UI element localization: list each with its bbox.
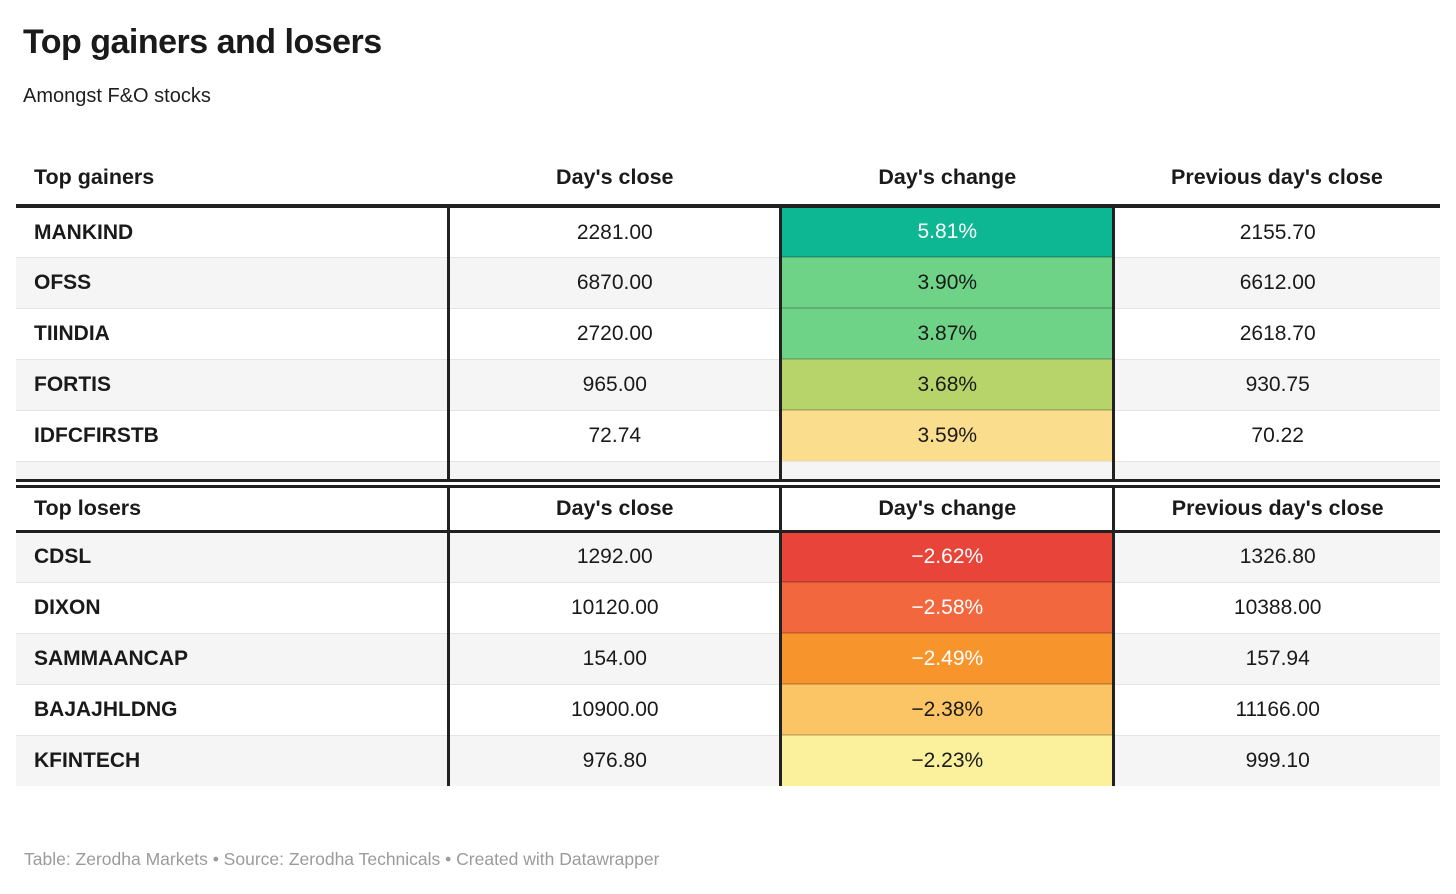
days-change-column-header: Day's change [779,484,1116,533]
days-change-cell: −2.49% [779,632,1116,685]
days-close-column-header: Day's close [447,484,781,533]
days-close-cell: 10900.00 [447,683,781,736]
attribution-text: Table: Zerodha Markets • Source: Zerodha… [24,849,660,869]
days-change-cell: 3.59% [779,409,1116,462]
prev-close-cell: 11166.00 [1113,683,1440,736]
tables-wrap: Top gainers Day's close Day's change Previo… [16,150,1440,787]
spacer-cell [779,460,1116,481]
table-row: KFINTECH 976.80 −2.23% 999.10 [16,734,1440,787]
days-close-cell: 1292.00 [447,531,781,583]
stock-name-cell: SAMMAANCAP [16,632,449,685]
days-close-cell: 2720.00 [447,307,781,360]
days-close-cell: 976.80 [447,734,781,787]
prev-close-cell: 6612.00 [1113,256,1440,309]
losers-body: CDSL 1292.00 −2.62% 1326.80 DIXON 10120.00 −2.… [16,531,1440,787]
prev-close-cell: 1326.80 [1113,531,1440,583]
stock-name-cell: BAJAJHLDNG [16,683,449,736]
days-close-cell: 154.00 [447,632,781,685]
table-row: SAMMAANCAP 154.00 −2.49% 157.94 [16,632,1440,685]
name-column-header: Top losers [16,484,449,533]
prev-close-cell: 157.94 [1113,632,1440,685]
table-row: FORTIS 965.00 3.68% 930.75 [16,358,1440,411]
days-change-cell: −2.58% [779,581,1116,634]
prev-close-cell: 2618.70 [1113,307,1440,360]
days-change-cell: 3.87% [779,307,1116,360]
days-close-cell: 6870.00 [447,256,781,309]
stock-name-cell: FORTIS [16,358,449,411]
spacer-row [16,460,1440,481]
days-change-cell: 5.81% [779,206,1116,258]
table-row: DIXON 10120.00 −2.58% 10388.00 [16,581,1440,634]
days-change-cell: 3.68% [779,358,1116,411]
days-change-cell: −2.62% [779,531,1116,583]
stock-name-cell: TIINDIA [16,307,449,360]
page-title: Top gainers and losers [23,23,382,61]
prev-close-column-header: Previous day's close [1113,484,1440,533]
stock-name-cell: OFSS [16,256,449,309]
prev-close-cell: 999.10 [1113,734,1440,787]
top-losers-table: Top losers Day's close Day's change Previou… [16,484,1440,787]
losers-header-row: Top losers Day's close Day's change Previou… [16,484,1440,533]
prev-close-cell: 2155.70 [1239,220,1316,244]
days-change-cell: −2.38% [779,683,1116,736]
days-change-cell: 3.90% [779,256,1116,309]
attribution-footer: Table: Zerodha Markets • Source: Zerodha… [24,849,659,870]
prev-close-cell: 10388.00 [1113,581,1440,634]
days-change-cell: −2.23% [779,734,1116,787]
name-column-header: Top gainers [16,150,449,209]
gainers-header-row: Top gainers Day's close Day's change Previo… [16,150,1440,209]
table-row: OFSS 6870.00 3.90% 6612.00 [16,256,1440,309]
prev-close-column-header: Previous day's close [1113,150,1440,209]
table-row: BAJAJHLDNG 10900.00 −2.38% 11166.00 [16,683,1440,736]
table-row: IDFCFIRSTB 72.74 3.59% 70.22 [16,409,1440,462]
stock-name-cell: DIXON [16,581,449,634]
days-close-cell: 72.74 [447,409,781,462]
stock-name-cell: MANKIND [34,220,134,244]
table-row: MANKIND 2281.00 5.81% 2155.70 [16,206,1440,258]
prev-close-cell: 930.75 [1113,358,1440,411]
page-subtitle: Amongst F&O stocks [23,85,211,108]
spacer-cell [16,460,449,481]
days-close-column-header: Day's close [448,150,781,209]
days-close-cell: 10120.00 [447,581,781,634]
spacer-cell [447,460,781,481]
days-close-cell: 965.00 [447,358,781,411]
days-change-column-header: Day's change [780,150,1114,209]
stock-name-cell: KFINTECH [16,734,449,787]
table-row: CDSL 1292.00 −2.62% 1326.80 [16,531,1440,583]
spacer-cell [1113,460,1440,481]
days-close-cell: 2281.00 [447,206,781,258]
prev-close-cell: 70.22 [1113,409,1440,462]
stock-name-cell: CDSL [16,531,449,583]
top-gainers-table: Top gainers Day's close Day's change Previo… [16,150,1440,482]
gainers-body: MANKIND 2281.00 5.81% 2155.70 OFSS 6870.00 3.9… [16,206,1440,481]
table-row: TIINDIA 2720.00 3.87% 2618.70 [16,307,1440,360]
stock-name-cell: IDFCFIRSTB [16,409,449,462]
